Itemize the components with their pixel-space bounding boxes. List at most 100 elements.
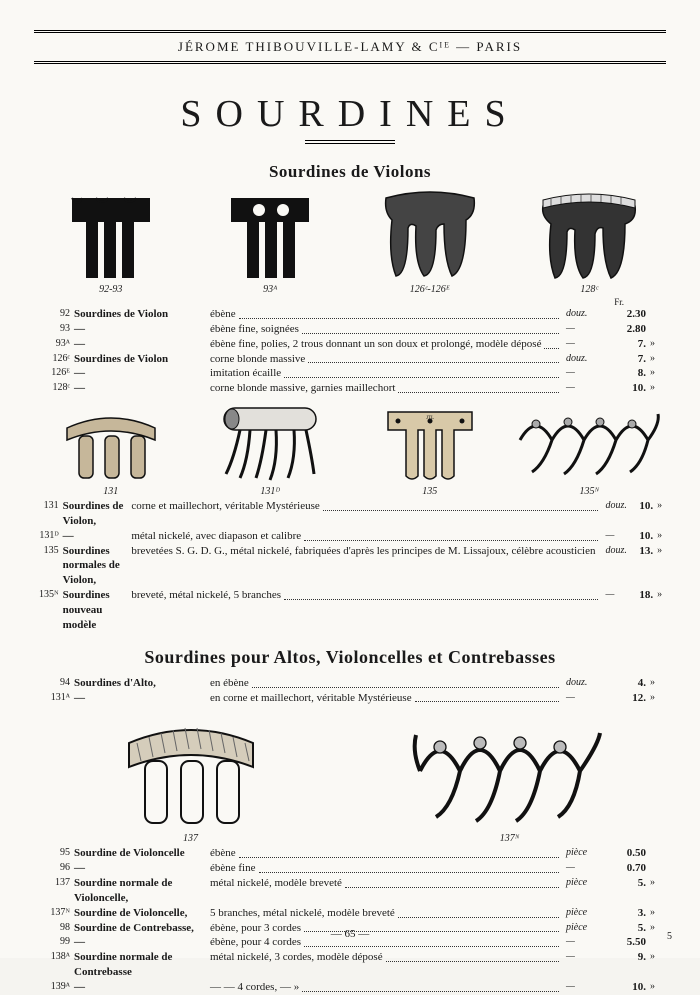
catalog-row: 139ᴬ—— — 4 cordes, — »—10.»: [34, 980, 666, 995]
section2-heading: Sourdines pour Altos, Violoncelles et Co…: [34, 647, 666, 668]
illus-93a: 93ᴬ: [194, 194, 348, 295]
catalog-row: 138ᴬSourdine normale de Contrebassemétal…: [34, 950, 666, 980]
item-desc: — — 4 cordes, — »: [208, 980, 564, 995]
item-desc: ébène: [208, 307, 564, 322]
catalog-page: JÉROME THIBOUVILLE-LAMY & Cᴵᴱ — PARIS SO…: [0, 0, 700, 958]
illus-92-93: 92-93: [34, 194, 188, 295]
unit: —: [564, 861, 604, 876]
page-number: — 65 —: [0, 928, 700, 940]
item-desc: en corne et maillechort, véritable Mysté…: [208, 691, 564, 706]
item-desc: imitation écaille: [208, 366, 564, 381]
price: 4.: [604, 676, 648, 691]
ref-number: 135ᴺ: [34, 588, 61, 633]
illus-126: 126ᶜ-126ᴱ: [353, 190, 507, 295]
ref-number: 137ᴺ: [34, 906, 72, 921]
section1-heading: Sourdines de Violons: [34, 162, 666, 182]
item-name: —: [72, 366, 208, 381]
illus-cap: 126ᶜ-126ᴱ: [353, 284, 507, 295]
mark: [648, 846, 666, 861]
ref-number: 126ᴱ: [34, 366, 72, 381]
mark: »: [648, 352, 666, 367]
unit: douz.: [564, 676, 604, 691]
ref-number: 138ᴬ: [34, 950, 72, 980]
price: 10.: [604, 381, 648, 396]
unit: —: [564, 381, 604, 396]
item-name: Sourdine normale de Violoncelle,: [72, 876, 208, 906]
catalog-row: 126ᶜSourdines de Violoncorne blonde mass…: [34, 352, 666, 367]
item-name: Sourdines d'Alto,: [72, 676, 208, 691]
illus-cap: 137: [34, 833, 347, 844]
bottom-rule: [34, 61, 666, 64]
illus-cap: 131ᴰ: [194, 486, 348, 497]
item-name: Sourdines de Violon: [72, 307, 208, 322]
catalog-row: 95Sourdine de Violoncelleébènepièce0.50: [34, 846, 666, 861]
unit: pièce: [564, 846, 604, 861]
unit: douz.: [564, 307, 604, 322]
item-name: Sourdines nouveau modèle: [61, 588, 130, 633]
ref-number: 96: [34, 861, 72, 876]
illus-row-3: 137 137ᴺ: [34, 713, 666, 844]
item-name: —: [72, 337, 208, 352]
unit: douz.: [603, 544, 631, 589]
illus-row-2: 131 131ᴰ JTL 135: [34, 402, 666, 497]
catalog-row: 131Sourdines de Violon,corne et maillech…: [34, 499, 666, 529]
top-rule: [34, 30, 666, 33]
catalog-row: 131ᴬ—en corne et maillechort, véritable …: [34, 691, 666, 706]
illus-cap: 128ᶜ: [513, 284, 667, 295]
item-desc: métal nickelé, 3 cordes, modèle déposé: [208, 950, 564, 980]
item-desc: 5 branches, métal nickelé, modèle brevet…: [208, 906, 564, 921]
unit: —: [564, 322, 604, 337]
catalog-row: 94Sourdines d'Alto,en ébènedouz.4.»: [34, 676, 666, 691]
item-desc: en ébène: [208, 676, 564, 691]
price: 10.: [632, 529, 655, 544]
price: 10.: [604, 980, 648, 995]
item-name: Sourdines de Violon: [72, 352, 208, 367]
catalog-row: 96—ébène fine—0.70: [34, 861, 666, 876]
price: 2.30: [604, 307, 648, 322]
unit: pièce: [564, 876, 604, 906]
illus-cap: 137ᴺ: [353, 833, 666, 844]
ref-number: 139ᴬ: [34, 980, 72, 995]
ref-number: 128ᶜ: [34, 381, 72, 396]
unit: —: [564, 337, 604, 352]
illus-137: 137: [34, 713, 347, 844]
price: 7.: [604, 352, 648, 367]
ref-number: 126ᶜ: [34, 352, 72, 367]
unit: —: [603, 529, 631, 544]
item-desc: ébène fine: [208, 861, 564, 876]
unit: —: [603, 588, 631, 633]
item-name: —: [72, 691, 208, 706]
item-desc: corne et maillechort, véritable Mystérie…: [129, 499, 603, 529]
mark: [648, 322, 666, 337]
illus-cap: 93ᴬ: [194, 284, 348, 295]
mark: »: [648, 337, 666, 352]
catalog-row: 93ᴬ—ébène fine, polies, 2 trous donnant …: [34, 337, 666, 352]
item-name: —: [72, 980, 208, 995]
illus-131d: 131ᴰ: [194, 402, 348, 497]
ref-number: 131ᴰ: [34, 529, 61, 544]
catalog-row: 135Sourdines normales de Violon,brevetée…: [34, 544, 666, 589]
unit: —: [564, 980, 604, 995]
price: 12.: [604, 691, 648, 706]
currency-header: Fr.: [34, 297, 666, 307]
item-name: Sourdine de Violoncelle: [72, 846, 208, 861]
price: 3.: [604, 906, 648, 921]
price: 18.: [632, 588, 655, 633]
catalog-row: 137ᴺSourdine de Violoncelle,5 branches, …: [34, 906, 666, 921]
ref-number: 93ᴬ: [34, 337, 72, 352]
item-desc: corne blonde massive: [208, 352, 564, 367]
svg-text:JTL: JTL: [426, 416, 434, 421]
ref-number: 94: [34, 676, 72, 691]
price: 8.: [604, 366, 648, 381]
illus-cap: 135ᴺ: [513, 486, 667, 497]
mark: »: [648, 906, 666, 921]
item-name: Sourdine normale de Contrebasse: [72, 950, 208, 980]
illus-131: 131: [34, 404, 188, 497]
illus-128c: 128ᶜ: [513, 190, 667, 295]
illus-135: JTL 135: [353, 406, 507, 497]
item-name: —: [72, 861, 208, 876]
unit: —: [564, 366, 604, 381]
mark: »: [648, 366, 666, 381]
item-name: Sourdines normales de Violon,: [61, 544, 130, 589]
mark: »: [648, 876, 666, 906]
